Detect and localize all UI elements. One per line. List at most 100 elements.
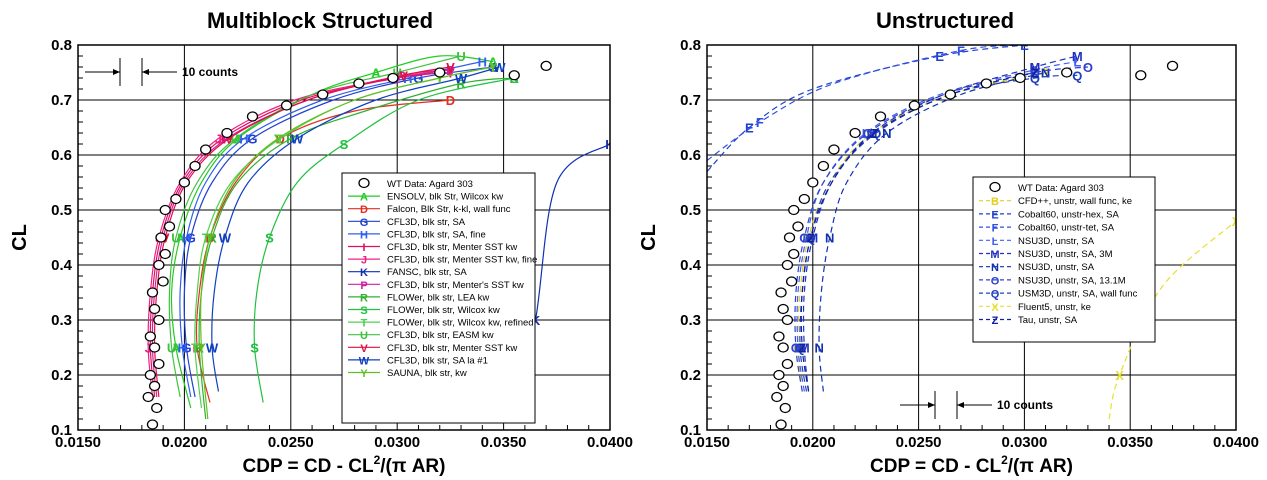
legend-marker-S: S [360, 305, 367, 317]
series-marker-Y: Y [489, 60, 498, 75]
series-marker-V: V [225, 132, 234, 147]
legend-marker-E: E [991, 209, 998, 221]
legend-box [972, 176, 1156, 343]
y-tick-label: 0.3 [680, 312, 701, 329]
y-tick-label: 0.7 [680, 92, 701, 109]
wt-data-point [775, 287, 787, 298]
x-tick-label: 0.0150 [55, 434, 101, 451]
series-line-P [151, 69, 451, 398]
counts-label: 10 counts [997, 398, 1053, 412]
legend-wt-label: WT Data: Agard 303 [1018, 183, 1104, 194]
legend-entry-T: FLOWer, blk str, Wilcox kw, refined [387, 318, 534, 329]
chart-panel-2: Unstructured 0.0150 0.0200 0.0250 0.0300 0.03… [638, 8, 1259, 477]
series-marker-I: I [449, 66, 453, 81]
series-marker-Q: Q [1072, 68, 1082, 83]
y-tick-label: 0.4 [680, 257, 702, 274]
y-tick-label: 0.6 [51, 147, 72, 164]
series-marker-F: F [1020, 38, 1028, 53]
series-marker-R: R [195, 341, 205, 356]
wt-data-point [159, 204, 171, 216]
wt-data-point [200, 144, 212, 155]
series-marker-T: T [202, 231, 210, 246]
series-marker-L: L [1073, 55, 1081, 70]
series-line-X [1108, 220, 1236, 420]
x-tick-label: 0.0400 [1213, 434, 1259, 451]
series-marker-U: U [167, 341, 176, 356]
wt-data-point [189, 160, 201, 172]
series-marker-H: H [182, 231, 191, 246]
wt-data-point [157, 276, 169, 287]
wt-data-point [1166, 60, 1179, 72]
series-marker-R: R [456, 77, 466, 92]
legend-marker-M: M [990, 249, 999, 261]
series-marker-W: W [219, 231, 232, 246]
series-marker-X: X [1115, 368, 1124, 383]
plot-frame [77, 44, 611, 431]
y-tick-label: 0.2 [680, 367, 701, 384]
legend-marker-V: V [360, 343, 368, 355]
legend-marker-K: K [360, 267, 368, 279]
chart-title: Unstructured [876, 8, 1014, 33]
wt-data-point [163, 221, 176, 232]
series-marker-S: S [265, 231, 274, 246]
series-marker-A: A [175, 231, 185, 246]
series-marker-V: V [399, 68, 408, 83]
series-line-U [168, 55, 462, 398]
legend-marker-A: A [360, 192, 368, 204]
series-marker-H: H [239, 132, 248, 147]
wt-data-point [944, 89, 956, 100]
legend: WT Data: Agard 303 B CFD++, unstr, wall fu… [972, 176, 1156, 343]
wt-data-point [317, 89, 329, 100]
series-marker-G: G [413, 71, 423, 86]
wt-data-point [874, 111, 887, 122]
series-marker-U: U [171, 231, 180, 246]
wt-data-point [777, 380, 789, 392]
x-axis-label: CDP = CD - CL2/(π AR) [870, 453, 1073, 477]
y-axis-label: CL [9, 224, 31, 251]
legend-entry-N: NSU3D, unstr, SA [1018, 262, 1095, 273]
legend-marker-G: G [360, 217, 369, 229]
series-marker-L: L [862, 126, 870, 141]
series-marker-G: G [186, 231, 196, 246]
counts-annotation: 10 counts [900, 391, 1053, 419]
series-marker-W: W [291, 132, 304, 147]
chart-panel-1: Multiblock Structured 0.0150 0.0200 0.0250 0… [9, 8, 633, 477]
legend-marker-W: W [359, 355, 370, 367]
series-marker-H: H [478, 55, 487, 70]
wt-data-point [788, 204, 800, 216]
series-marker-O: O [863, 126, 873, 141]
series-marker-R: R [286, 132, 296, 147]
wt-data-point [792, 221, 804, 232]
wt-data-point [151, 402, 163, 414]
wt-data-point [153, 358, 165, 370]
series-marker-T: T [191, 341, 199, 356]
series-marker-O: O [799, 231, 809, 246]
series-marker-K: K [605, 137, 615, 152]
series-marker-N: N [1041, 66, 1050, 81]
legend-marker-L: L [992, 236, 999, 248]
legend-entry-P: CFL3D, blk str, Menter's SST kw [387, 280, 524, 291]
wt-data-point [146, 419, 159, 430]
wt-data-point [807, 177, 819, 188]
series-marker-D: D [446, 93, 455, 108]
wt-data-point [777, 303, 789, 315]
wt-data-point [783, 232, 796, 243]
series-line-Q [799, 74, 1078, 392]
wt-data-point [779, 402, 791, 414]
series-marker-L: L [802, 231, 810, 246]
series-marker-N: N [814, 341, 823, 356]
legend-entry-U: CFL3D, blk str, EASM kw [387, 330, 494, 341]
legend-marker-F: F [992, 223, 999, 235]
wt-data-point [849, 127, 861, 139]
series-line-Y [199, 66, 494, 420]
series-marker-E: E [1020, 38, 1029, 53]
series-marker-W: W [493, 60, 506, 75]
series-marker-M: M [807, 231, 818, 246]
series-marker-Z: Z [870, 126, 878, 141]
series-marker-H: H [178, 341, 187, 356]
wt-data-point [153, 314, 165, 326]
wt-data-point [280, 100, 293, 111]
series-marker-P: P [223, 132, 232, 147]
